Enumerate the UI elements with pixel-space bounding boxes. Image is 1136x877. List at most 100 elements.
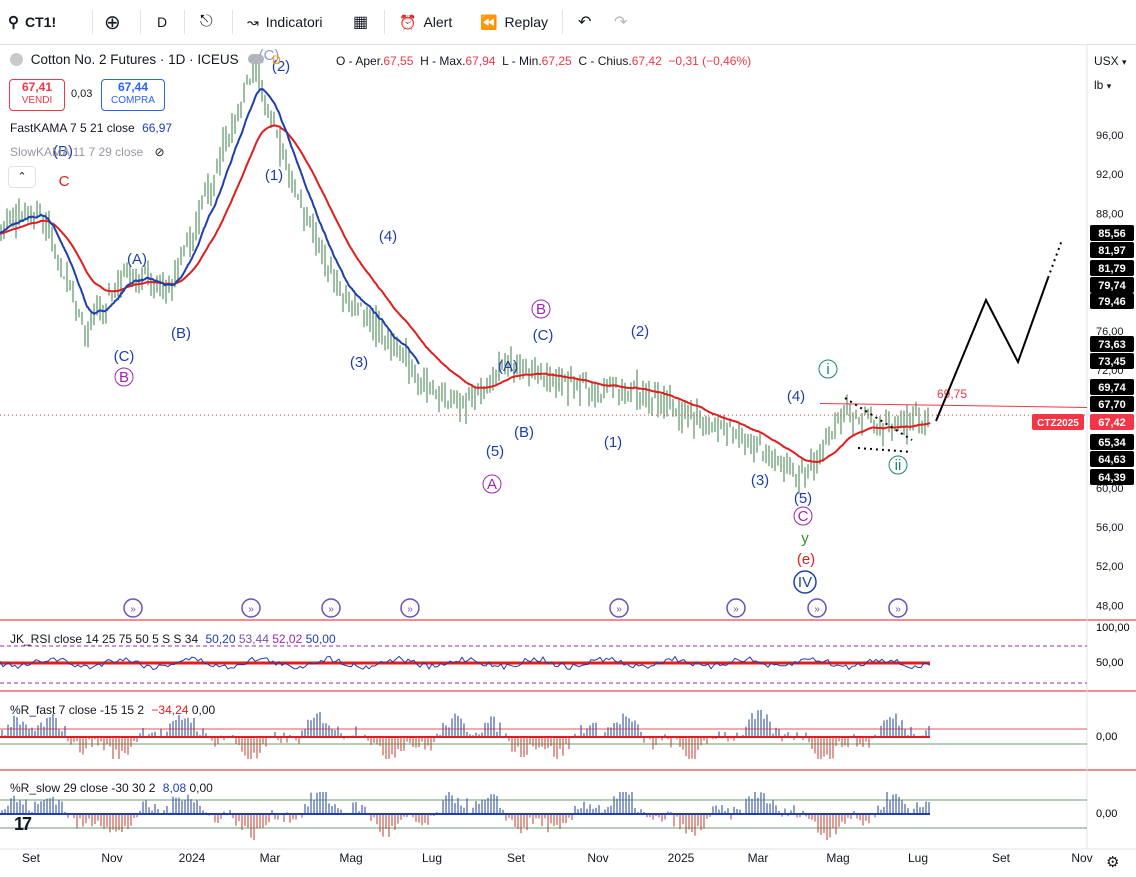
x-tick-label: Mag <box>826 851 849 865</box>
fast-kama-line <box>0 87 420 365</box>
currency-selector[interactable]: USX ▾ <box>1094 54 1127 68</box>
x-tick-label: Nov <box>101 851 122 865</box>
wave-label: ii <box>895 457 902 474</box>
wr-fast-value-2: 0,00 <box>191 703 216 717</box>
eye-hidden-icon[interactable]: ⊘ <box>154 145 165 159</box>
price-label: 67,42 <box>1098 417 1126 429</box>
price-label-bg <box>1090 293 1134 309</box>
price-label: 81,79 <box>1098 263 1126 275</box>
add-symbol-icon[interactable]: ⊕ <box>104 11 121 34</box>
price-label-bg <box>1090 451 1134 467</box>
interval-button[interactable]: D <box>157 14 168 30</box>
osc-tick-label: 0,00 <box>1096 808 1117 820</box>
event-marker-glyph: » <box>130 604 136 615</box>
buy-price: 67,44 <box>117 80 149 94</box>
event-marker-icon <box>321 598 341 618</box>
wave-label: (A) <box>127 251 147 268</box>
wave-circle <box>114 367 134 387</box>
wave-label: B <box>536 301 546 318</box>
price-chart[interactable]: 96,0092,0088,0076,0072,0060,0056,0052,00… <box>0 44 1136 877</box>
sell-button[interactable]: 67,41 VENDI <box>9 79 65 111</box>
x-tick-label: Mag <box>339 851 362 865</box>
projection-path <box>935 277 1049 422</box>
event-marker-glyph: » <box>733 604 739 615</box>
y-tick-label: 56,00 <box>1096 522 1124 534</box>
event-marker-glyph: » <box>616 604 622 615</box>
wave-label: B <box>119 369 129 386</box>
y-tick-label: 60,00 <box>1096 483 1124 495</box>
rsi-legend[interactable]: JK_RSI close 14 25 75 50 5 S S 34 50,20 … <box>10 632 336 646</box>
replay-button[interactable]: ⏪ Replay <box>480 9 548 35</box>
buy-button[interactable]: 67,44 COMPRA <box>101 79 165 111</box>
ohlc-values: O - Aper.67,55 H - Max.67,94 L - Min.67,… <box>336 54 751 68</box>
x-tick-label: Mar <box>748 851 769 865</box>
fast-kama-legend[interactable]: FastKAMA 7 5 21 close 66,97 <box>10 121 172 135</box>
session-dot-icon <box>248 54 265 64</box>
x-tick-label: Mar <box>260 851 281 865</box>
alert-button[interactable]: ⏰ Alert <box>399 9 452 35</box>
event-marker-glyph: » <box>407 604 413 615</box>
bar-style-icon[interactable]: ⎋ <box>200 13 213 30</box>
rsi-line <box>0 655 931 671</box>
price-label-bg <box>1090 260 1134 276</box>
wave-circle <box>482 474 502 494</box>
trend-line <box>819 403 1088 408</box>
undo-icon[interactable]: ↶ <box>578 14 592 31</box>
indicators-button[interactable]: ↝ Indicatori <box>247 9 323 35</box>
x-tick-label: Set <box>992 851 1011 865</box>
wave-label: (A) <box>498 358 518 375</box>
tradingview-logo-icon: 17 <box>14 814 32 834</box>
x-tick-label: Set <box>22 851 41 865</box>
event-marker-icon <box>400 598 420 618</box>
slow-kama-legend[interactable]: SlowKAMA 11 7 29 close ⊘ <box>10 145 165 159</box>
wr-fast-histogram <box>1 709 930 759</box>
price-label-bg <box>1090 242 1134 258</box>
x-tick-label: Set <box>507 851 526 865</box>
rsi-value-2: 53,44 <box>238 632 269 646</box>
osc-tick-label: 0,00 <box>1096 731 1117 743</box>
wr-slow-legend[interactable]: %R_slow 29 close -30 30 2 8,08 0,00 <box>10 781 213 795</box>
price-label: 65,34 <box>1098 437 1126 449</box>
price-label-bg <box>1090 277 1134 293</box>
x-tick-label: Nov <box>1071 851 1092 865</box>
symbol-label: CT1! <box>25 14 57 30</box>
wave-circle <box>793 570 817 594</box>
top-toolbar: ⚲ CT1! ⊕ D ⎋ ↝ Indicatori ▦ ⏰ Alert ⏪ Re… <box>0 0 1136 45</box>
buy-label: COMPRA <box>111 95 155 106</box>
x-tick-label: Nov <box>587 851 608 865</box>
wave-label: IV <box>798 574 812 591</box>
low-label: L - Min. <box>502 54 542 68</box>
close-value: 67,42 <box>631 54 662 68</box>
event-marker-glyph: » <box>328 604 334 615</box>
contract-tag-label: CTZ2025 <box>1037 418 1079 429</box>
layout-grid-icon[interactable]: ▦ <box>353 14 369 31</box>
price-label: 73,63 <box>1098 339 1126 351</box>
price-label: 73,45 <box>1098 356 1126 368</box>
wr-fast-label: %R_fast 7 close -15 15 2 <box>10 703 145 717</box>
wave-label: C <box>59 173 70 190</box>
collapse-legend-button[interactable]: ⌃ <box>8 166 36 188</box>
price-label-bg <box>1090 225 1134 241</box>
chart-settings-icon[interactable]: ⚙ <box>1106 854 1120 871</box>
symbol-search[interactable]: ⚲ CT1! <box>8 9 56 35</box>
alert-label: Alert <box>423 14 453 30</box>
sell-label: VENDI <box>21 95 53 106</box>
y-tick-label: 48,00 <box>1096 600 1124 612</box>
unit-selector[interactable]: lb ▾ <box>1094 78 1112 92</box>
wave-label: (e) <box>797 551 815 568</box>
event-marker-icon <box>888 598 908 618</box>
rsi-value-4: 50,00 <box>305 632 336 646</box>
redo-icon[interactable]: ↷ <box>614 14 628 31</box>
rewind-icon: ⏪ <box>480 13 498 30</box>
rsi-value-1: 50,20 <box>205 632 236 646</box>
wave-label: (2) <box>272 58 290 75</box>
wave-label: (5) <box>794 490 812 507</box>
wr-slow-value-2: 0,00 <box>189 781 213 795</box>
wave-label: (C) <box>114 348 135 365</box>
slow-kama-line <box>0 124 931 463</box>
high-value: 67,94 <box>465 54 496 68</box>
event-marker-glyph: » <box>248 604 254 615</box>
wr-fast-legend[interactable]: %R_fast 7 close -15 15 2 −34,24 0,00 <box>10 703 215 717</box>
y-tick-label: 76,00 <box>1096 326 1124 338</box>
contract-tag <box>1032 414 1084 430</box>
